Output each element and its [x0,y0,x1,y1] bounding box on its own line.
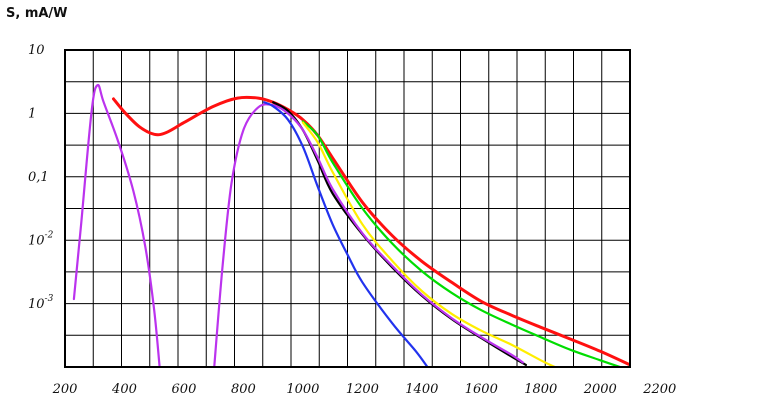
x-tick-label: 1400 [405,382,438,397]
x-tick-label: 400 [111,382,137,397]
series-line-0 [112,95,630,367]
y-tick-label: 0,1 [28,170,49,185]
x-tick-label: 800 [231,382,256,397]
series-line-6 [263,101,429,367]
y-tick-labels: 10 1 0,1 10-2 10-3 [28,43,54,312]
y-axis-label: S, mA/W [6,6,68,21]
x-tick-label: 1600 [465,382,498,397]
x-tick-label: 600 [172,382,197,397]
series-line-3 [272,101,527,366]
series-line-1 [301,120,624,367]
x-tick-labels: 200 400 600 800 1000 1200 1400 1600 1800 2000 2200 [52,382,677,397]
y-tick-label: 10 [28,43,45,58]
y-tick-label: 1 [28,107,36,122]
series-line-4 [72,83,161,367]
x-tick-label: 1000 [286,382,319,397]
series-line-5 [213,103,524,367]
y-tick-label: 10-2 [28,231,54,249]
series-line-2 [301,121,557,367]
x-tick-label: 2000 [583,382,617,397]
x-tick-label: 1800 [524,382,557,397]
x-tick-label: 2200 [642,382,676,397]
x-tick-label: 200 [52,382,78,397]
series-group [72,83,630,367]
x-tick-label: 1200 [346,382,379,397]
plot-frame [64,49,631,368]
y-tick-label: 10-3 [28,294,54,312]
grid [65,50,630,367]
